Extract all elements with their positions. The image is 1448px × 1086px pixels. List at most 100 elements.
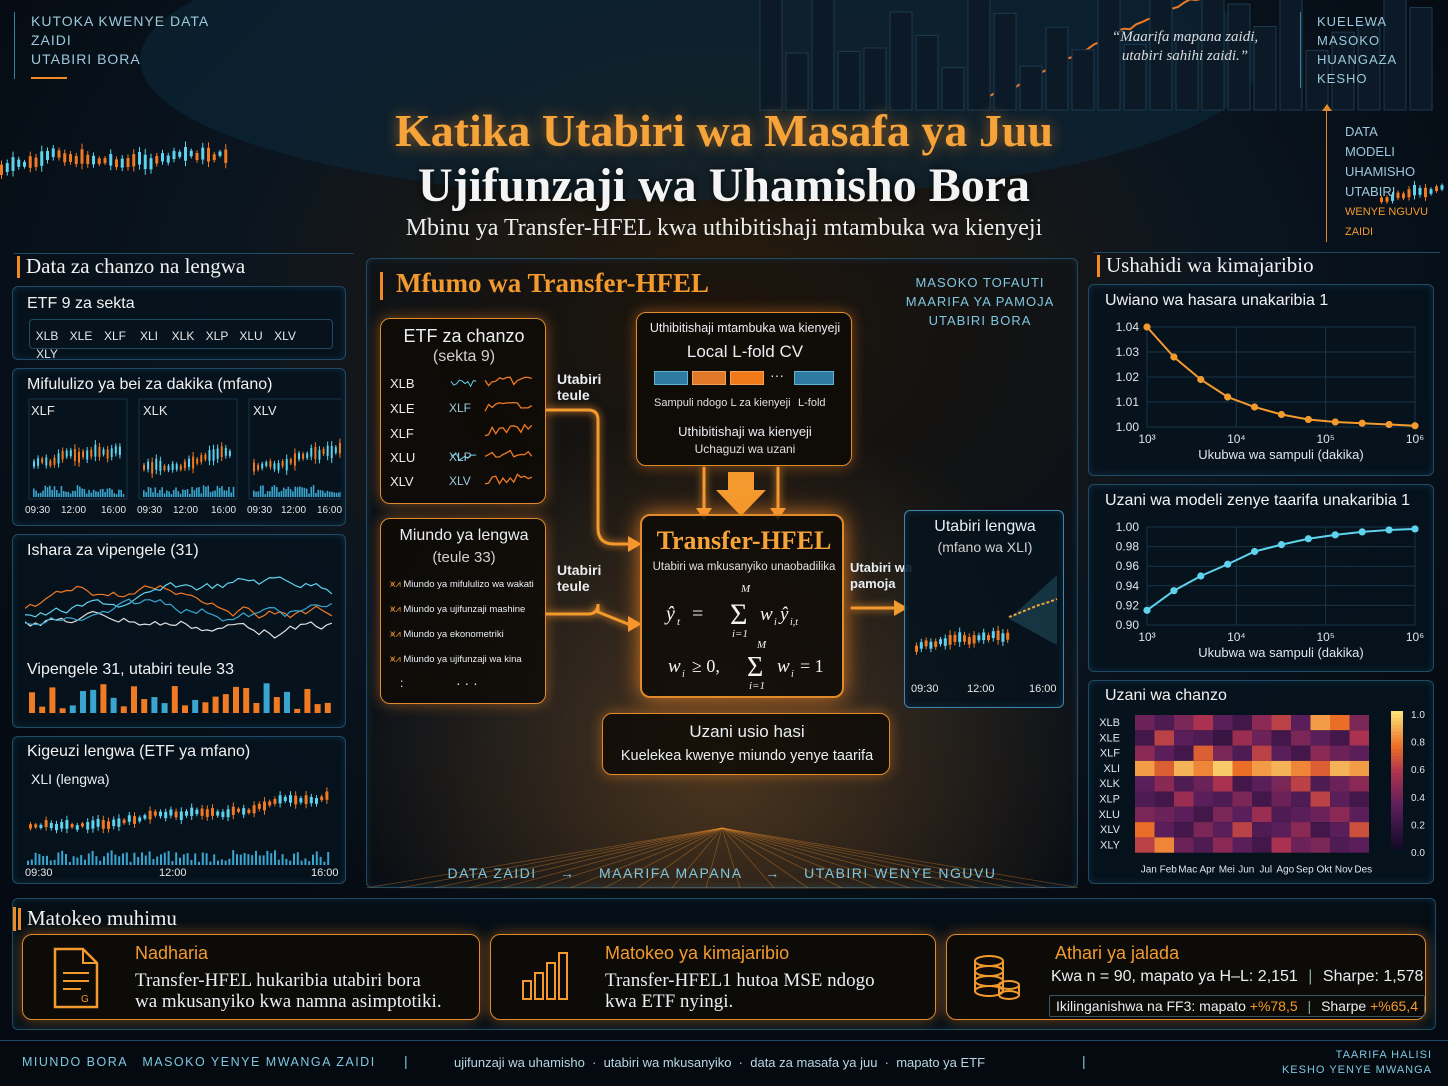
feature-series-line	[25, 576, 333, 618]
source-box-title: ETF za chanzo	[403, 326, 525, 346]
volume-bar	[186, 853, 189, 865]
perspective-line	[721, 827, 911, 888]
volume-bar	[129, 861, 132, 865]
arrow-label-data: DATA	[1345, 124, 1378, 139]
target-candles	[29, 787, 329, 834]
flow-step: MAARIFA MAPANA	[598, 865, 742, 881]
volume-bar	[62, 490, 65, 497]
mini-spark	[450, 453, 477, 461]
heatmap-col-label: Ago	[1276, 865, 1294, 876]
colorbar-segment	[1391, 755, 1403, 760]
heatmap-cell	[1213, 715, 1233, 731]
volume-bar	[217, 860, 219, 865]
feature-bar	[243, 688, 250, 713]
volume-bar	[277, 859, 280, 865]
heatmap-cell	[1193, 806, 1213, 823]
volume-bar	[280, 490, 283, 497]
volume-bar	[328, 491, 331, 497]
tagline-1: MASOKO TOFAUTI	[915, 275, 1045, 290]
candle-body	[309, 796, 313, 804]
volume-bar	[91, 850, 94, 865]
mini-spark	[484, 449, 533, 458]
volume-bar	[149, 487, 152, 497]
data-point	[1277, 541, 1286, 549]
heatmap-cell	[1291, 730, 1311, 746]
colorbar-segment	[1391, 745, 1403, 750]
volume-bar	[182, 854, 185, 865]
heatmap-cell	[1252, 806, 1272, 823]
volume-bar	[308, 493, 310, 497]
y-tick-label: 1.02	[1116, 370, 1140, 384]
heatmap-cell	[1193, 837, 1213, 853]
building	[1149, 0, 1173, 111]
feature-bar	[212, 696, 219, 713]
loss-ratio-panel: Uwiano wa hasara unakaribia 1 1.04 1.03 1.…	[1088, 284, 1434, 476]
volume-bar	[323, 861, 326, 865]
model-item-label: Miundo ya mifululizo wa wakati	[403, 579, 534, 590]
candle-body	[253, 462, 255, 472]
heatmap-cell	[1193, 745, 1213, 761]
candle-body	[102, 449, 105, 455]
heatmap-cell	[1213, 745, 1233, 761]
wave-icon: ⩙⩘	[390, 604, 404, 615]
candle-body	[314, 447, 317, 459]
forecast-tick: 16:00	[1029, 683, 1057, 695]
volume-bar	[42, 490, 44, 497]
candle-body	[322, 448, 325, 454]
forecast-title: Utabiri lengwa	[934, 518, 1036, 535]
perspective-line	[433, 827, 723, 888]
candle-body	[1435, 186, 1438, 192]
heatmap-cell	[1193, 822, 1213, 838]
heatmap-cell	[1193, 730, 1213, 746]
heatmap-cell	[1310, 760, 1330, 777]
colorbar-segment	[1391, 728, 1403, 733]
forecast-chart	[915, 575, 1058, 655]
candle-body	[179, 811, 183, 820]
candle-body	[185, 811, 188, 816]
stream-label-xlf: XLF	[31, 403, 55, 418]
candle-body	[939, 639, 942, 645]
volume-bar	[42, 856, 45, 865]
volume-bar	[99, 860, 102, 865]
candle-body	[161, 153, 164, 162]
volume-bar	[147, 486, 150, 497]
top-quote-line-1: “Maarifa mapana zaidi,	[1111, 29, 1259, 45]
volume-bar	[251, 855, 254, 865]
top-left-line-1: KUTOKA KWENYE DATA	[31, 13, 210, 29]
colorbar-segment	[1391, 814, 1403, 819]
building	[1357, 23, 1381, 111]
target-title: Kigeuzi lengwa (ETF ya mfano)	[27, 743, 251, 760]
volume-bar	[278, 492, 280, 497]
colorbar-segment	[1391, 759, 1403, 764]
heatmap-cell	[1174, 837, 1194, 853]
colorbar-segment	[1391, 717, 1403, 722]
heatmap-col-label: Okt	[1316, 865, 1332, 876]
candle-body	[107, 821, 110, 829]
cv-line-2: Uchaguzi wa uzani	[694, 442, 796, 456]
volume-bar	[331, 491, 333, 497]
source-box-sub: (sekta 9)	[432, 348, 496, 365]
perspective-line	[671, 827, 723, 888]
heatmap-cell	[1232, 760, 1252, 777]
transfer-hfel-core-box: Transfer-HFEL Utabiri wa mkusanyiko unao…	[640, 514, 844, 698]
volume-bar	[72, 490, 74, 497]
data-point	[1143, 606, 1151, 614]
candle-body	[78, 451, 80, 463]
heatmap-cell	[1310, 715, 1330, 731]
heatmap-col-label: Jun	[1238, 865, 1254, 876]
footer-sep-2: |	[1082, 1053, 1086, 1069]
heatmap-cell	[1174, 745, 1194, 761]
volume-bar	[285, 858, 288, 865]
rising-line	[979, 0, 1202, 100]
colorbar-segment	[1391, 804, 1403, 809]
colorbar-segment	[1391, 714, 1403, 719]
candle-body	[200, 808, 204, 816]
heatmap-col-label: Sep	[1296, 865, 1314, 876]
cv-subtitle: Local L-fold CV	[686, 342, 804, 361]
etf-ticker: XLV	[274, 329, 296, 343]
fold-block	[794, 371, 834, 385]
forecast-cone	[1009, 575, 1057, 645]
volume-bar	[67, 491, 70, 497]
heatmap-cell	[1310, 837, 1330, 853]
data-point	[1331, 531, 1339, 539]
